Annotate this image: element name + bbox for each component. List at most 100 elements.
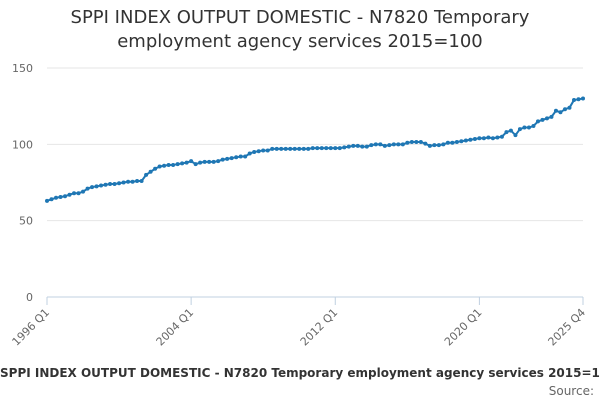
data-point (256, 149, 261, 154)
data-point (553, 108, 558, 113)
data-point (247, 151, 252, 156)
data-point (369, 143, 374, 148)
data-point (288, 146, 293, 151)
data-point (576, 97, 581, 102)
data-point (72, 191, 77, 196)
data-point (238, 154, 243, 159)
data-point (103, 182, 108, 187)
data-point (99, 183, 104, 188)
data-point (261, 148, 266, 153)
grid-layer (47, 67, 583, 222)
data-point (432, 143, 437, 148)
data-point (337, 146, 342, 151)
data-point (135, 178, 140, 183)
x-tick-label: 2004 Q1 (154, 306, 197, 349)
data-point (481, 136, 486, 141)
data-point (445, 140, 450, 145)
data-point (171, 162, 176, 167)
data-point (67, 192, 72, 197)
y-tick-labels: 0 50 100 150 (12, 62, 33, 304)
data-point (315, 146, 320, 151)
data-point (166, 162, 171, 167)
data-point (108, 182, 113, 187)
data-point (54, 195, 59, 200)
data-point (292, 146, 297, 151)
data-point (144, 172, 149, 177)
data-point (450, 140, 455, 145)
data-point (571, 98, 576, 103)
data-point (513, 133, 518, 138)
data-point (549, 114, 554, 119)
data-point (81, 189, 86, 194)
data-point (220, 157, 225, 162)
x-tick-label: 2020 Q1 (442, 306, 485, 349)
data-point (85, 186, 90, 191)
data-point (207, 159, 212, 164)
data-point (490, 136, 495, 141)
data-point (162, 163, 167, 168)
data-point (414, 140, 419, 145)
data-point (495, 135, 500, 140)
data-point (378, 142, 383, 147)
data-point (274, 146, 279, 151)
data-point (297, 146, 302, 151)
x-tick-label: 2025 Q4 (546, 306, 589, 349)
data-point (90, 185, 95, 190)
data-point (306, 146, 311, 151)
data-point (175, 162, 180, 167)
data-point (216, 159, 221, 164)
data-point (328, 146, 333, 151)
data-point (193, 162, 198, 167)
chart-title: SPPI INDEX OUTPUT DOMESTIC - N7820 Tempo… (0, 6, 600, 54)
data-point (117, 181, 122, 186)
data-point (517, 127, 522, 132)
data-point (189, 159, 194, 164)
data-point (270, 146, 275, 151)
data-point (76, 191, 81, 196)
data-point (333, 146, 338, 151)
y-tick-label: 50 (19, 215, 33, 228)
y-tick-label: 150 (12, 62, 33, 75)
data-point (387, 143, 392, 148)
data-point (139, 178, 144, 183)
data-point (544, 116, 549, 121)
data-point (468, 137, 473, 142)
data-point (499, 134, 504, 139)
data-point (504, 130, 509, 135)
data-point (396, 142, 401, 147)
data-point (112, 182, 117, 187)
data-point (130, 179, 135, 184)
data-point (526, 125, 531, 130)
data-point (459, 139, 464, 144)
data-point (436, 143, 441, 148)
data-point (522, 125, 527, 130)
data-point (567, 105, 572, 110)
data-point (373, 142, 378, 147)
data-point (252, 149, 257, 154)
data-point (508, 128, 513, 133)
data-point (49, 197, 54, 202)
data-point (126, 179, 131, 184)
data-point (63, 194, 68, 199)
data-point (225, 156, 230, 161)
x-tick-label: 2012 Q1 (298, 306, 341, 349)
footer-source: Source: (548, 384, 594, 398)
chart-title-line-2: employment agency services 2015=100 (117, 31, 483, 52)
data-point (355, 143, 360, 148)
data-point (463, 138, 468, 143)
data-point (202, 159, 207, 164)
data-point (211, 159, 216, 164)
data-point (243, 154, 248, 159)
data-point (319, 146, 324, 151)
data-point (121, 180, 126, 185)
data-point (454, 140, 459, 145)
data-point (418, 140, 423, 145)
data-point (562, 107, 567, 112)
data-point (427, 143, 432, 148)
data-point (184, 160, 189, 165)
data-point (486, 135, 491, 140)
data-point (342, 145, 347, 150)
chart-title-line-1: SPPI INDEX OUTPUT DOMESTIC - N7820 Tempo… (70, 7, 530, 28)
data-point (157, 164, 162, 169)
data-point (234, 155, 239, 160)
